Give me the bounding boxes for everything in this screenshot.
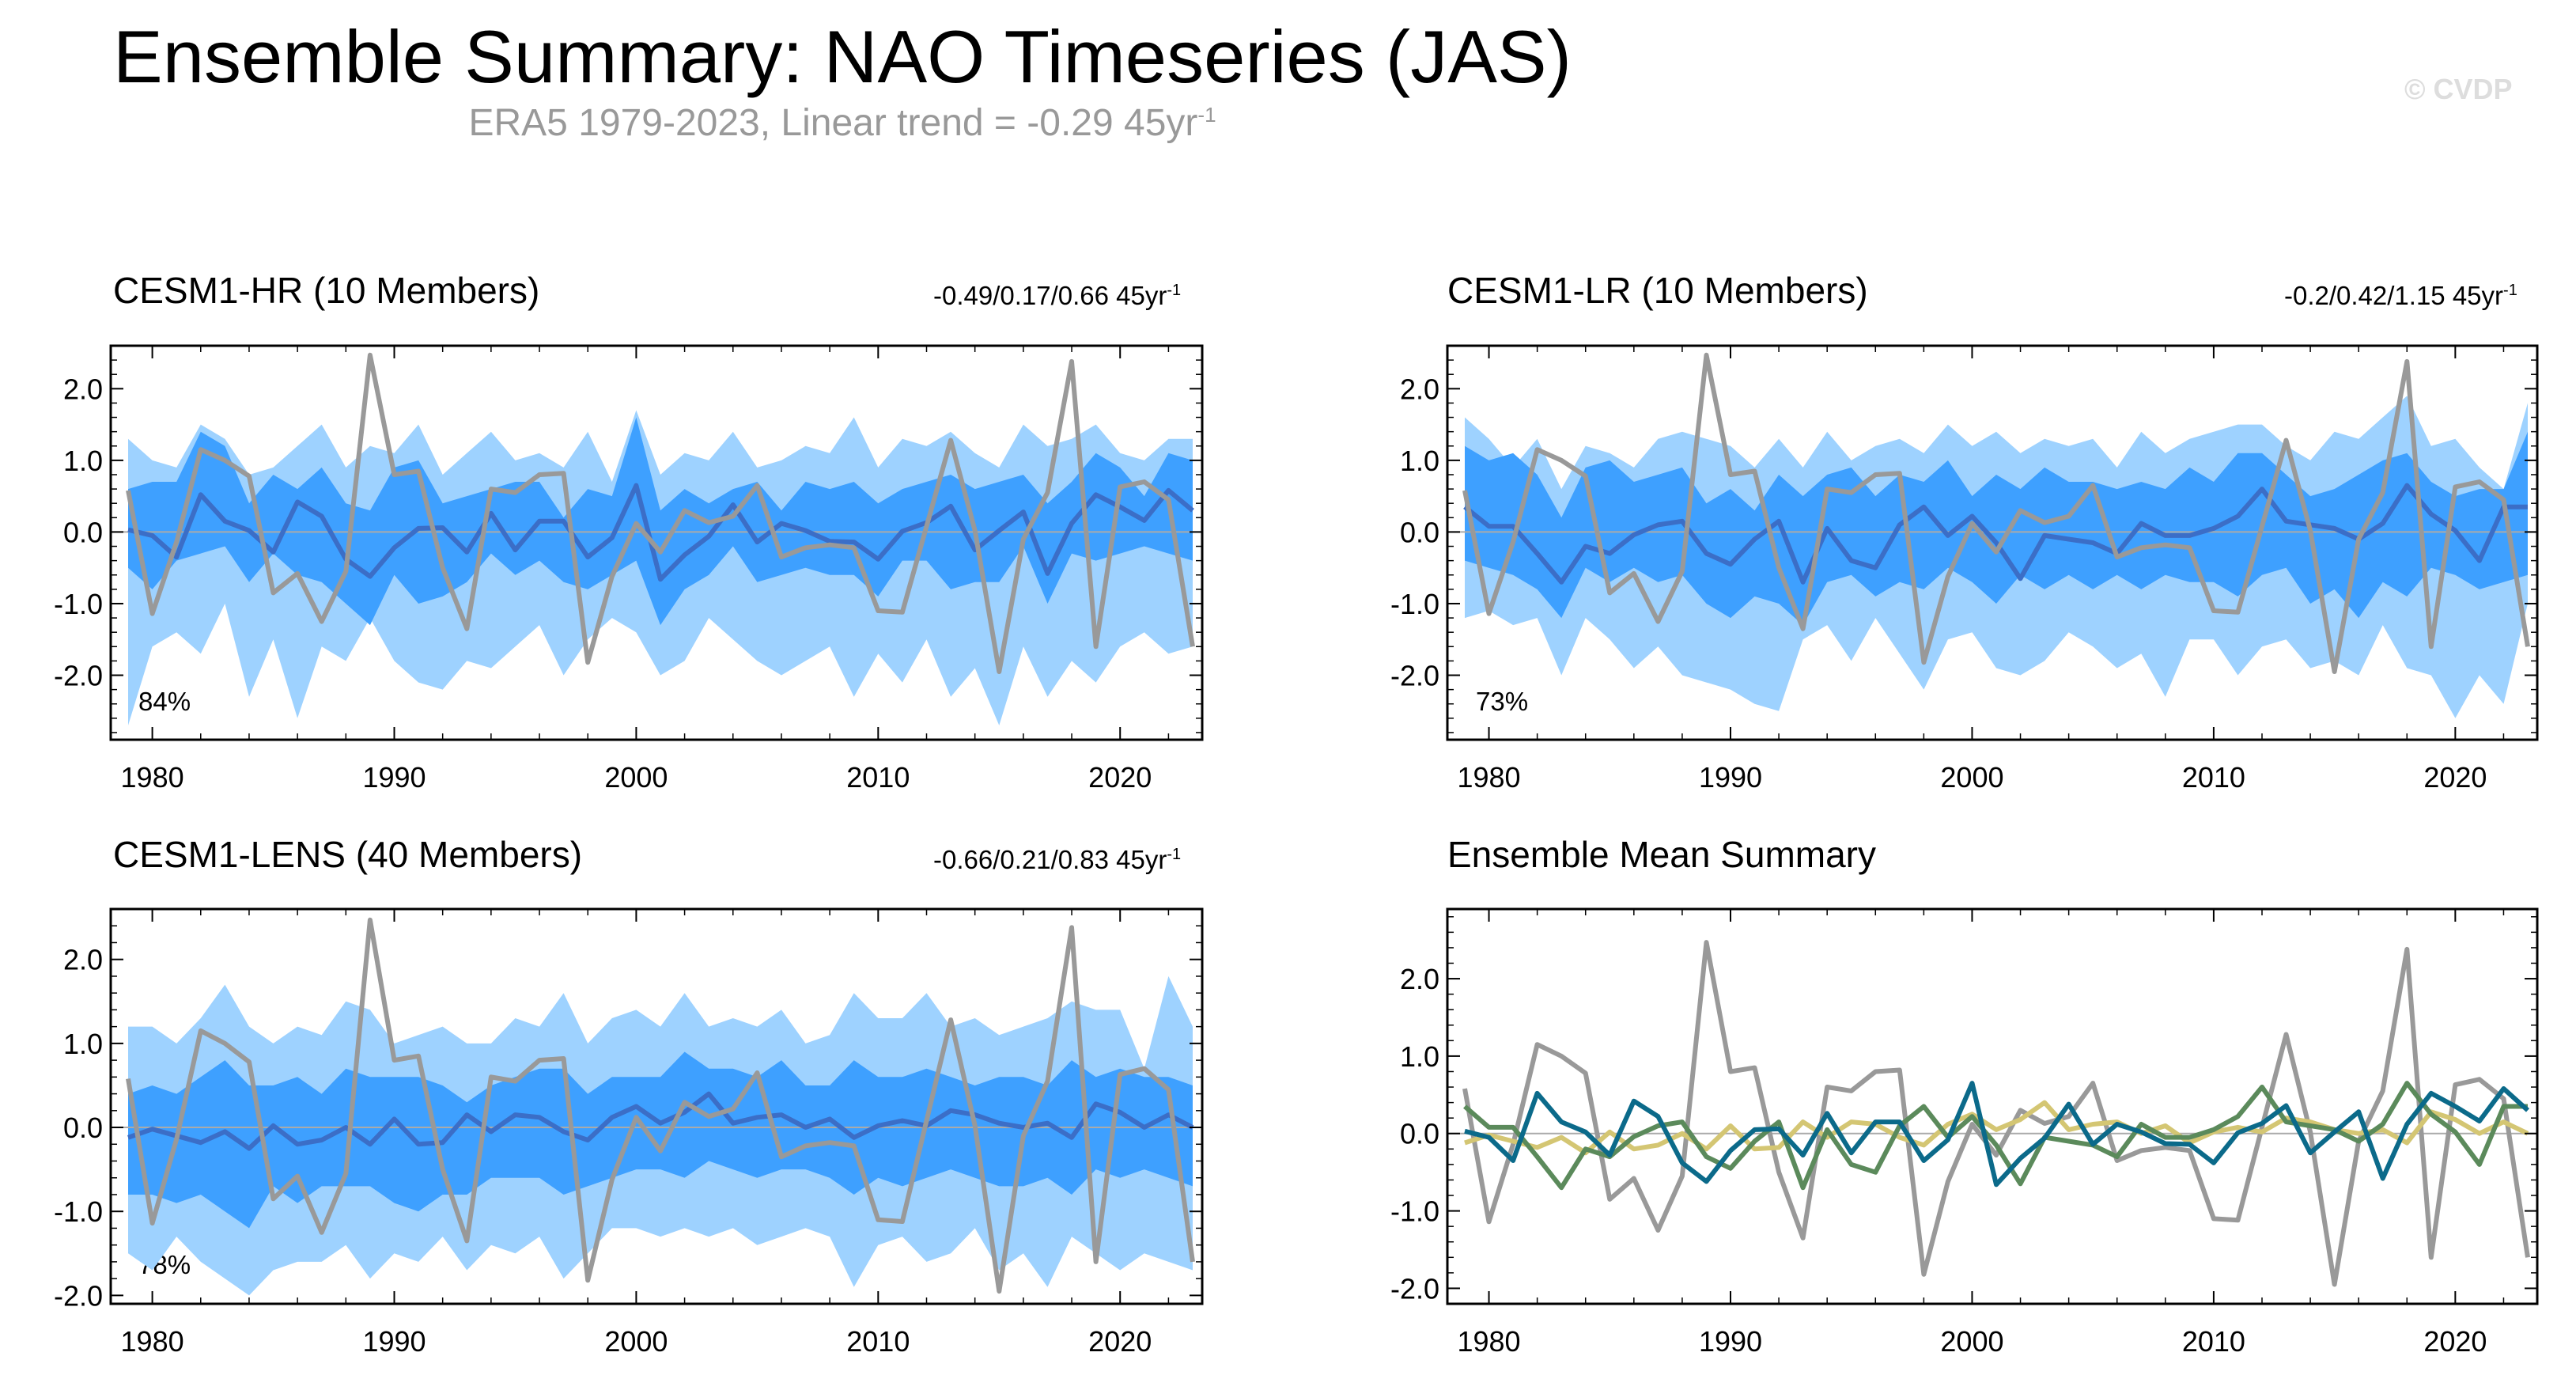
trend-sup-hr: -1 [1167, 282, 1182, 299]
x-tick-label-lens: 2010 [846, 1325, 910, 1358]
panel-trend-lr: -0.2/0.42/1.15 45yr-1 [2284, 281, 2517, 311]
x-tick-label-lr: 2020 [2423, 761, 2487, 794]
watermark: © CVDP [2404, 73, 2513, 105]
panel-trend-lens: -0.66/0.21/0.83 45yr-1 [933, 845, 1181, 875]
y-tick-label-summary: -1.0 [1390, 1195, 1439, 1228]
y-tick-label-hr: 0.0 [63, 516, 103, 548]
series-line-era5-lens [126, 917, 1195, 1294]
x-tick-label-summary: 2020 [2423, 1325, 2487, 1358]
y-tick-label-lr: 1.0 [1400, 445, 1439, 477]
panel-trend-hr: -0.49/0.17/0.66 45yr-1 [933, 281, 1181, 311]
panel-title-lr: CESM1-LR (10 Members) [1447, 270, 1868, 311]
y-tick-label-summary: 1.0 [1400, 1040, 1439, 1073]
x-tick-label-lr: 1990 [1699, 761, 1762, 794]
y-tick-label-lr: -2.0 [1390, 660, 1439, 692]
panel-title-summary: Ensemble Mean Summary [1447, 834, 1876, 875]
band-p10-p90-lens [128, 1051, 1193, 1229]
x-tick-label-hr: 1990 [362, 761, 426, 794]
x-tick-label-hr: 1980 [121, 761, 184, 794]
panel-title-lens: CESM1-LENS (40 Members) [113, 834, 583, 875]
series-line-cesm1-lens-summary [1464, 1100, 2529, 1156]
trend-sup-lens: -1 [1167, 846, 1182, 863]
x-tick-label-hr: 2000 [604, 761, 668, 794]
x-tick-label-hr: 2020 [1088, 761, 1152, 794]
band-p10-p90-lr [1465, 431, 2528, 626]
figure-title: Ensemble Summary: NAO Timeseries (JAS) [113, 15, 1572, 98]
x-tick-label-summary: 2010 [2182, 1325, 2245, 1358]
y-tick-label-lr: -1.0 [1390, 588, 1439, 620]
panel-lens: -2.0 -1.0 0.0 1.0 2.0 1980 1990 2000 2010 2020 [54, 907, 1204, 1358]
plot-frame-hr [109, 344, 1204, 741]
series-line-era5-lr [1462, 352, 2530, 674]
panel-hr: -2.0 -1.0 0.0 1.0 2.0 1980 1990 2000 2010 2020 [54, 344, 1204, 794]
series-line-cesm1-hr-summary [1464, 1081, 2530, 1188]
trend-text-lens: -0.66/0.21/0.83 45yr [933, 845, 1167, 874]
x-tick-label-lens: 1990 [362, 1325, 426, 1358]
x-tick-label-lens: 1980 [121, 1325, 184, 1358]
series-line-cesm1-lr-summary [1463, 1081, 2528, 1191]
x-tick-label-lr: 2010 [2182, 761, 2245, 794]
y-tick-label-summary: 0.0 [1400, 1118, 1439, 1150]
trend-text-lr: -0.2/0.42/1.15 45yr [2284, 281, 2504, 310]
trend-sup-lr: -1 [2503, 282, 2517, 299]
y-tick-label-hr: 1.0 [63, 445, 103, 477]
y-tick-label-lr: 0.0 [1400, 516, 1439, 548]
panel-summary: -2.0 -1.0 0.0 1.0 2.0 1980 1990 2000 2010 2020 [1390, 907, 2539, 1358]
y-tick-label-hr: -2.0 [54, 660, 103, 692]
x-tick-label-lens: 2000 [604, 1325, 668, 1358]
x-tick-label-lr: 2000 [1940, 761, 2003, 794]
x-tick-label-summary: 1990 [1699, 1325, 1762, 1358]
plot-frame-lens [109, 907, 1204, 1305]
x-tick-label-hr: 2010 [846, 761, 910, 794]
percent-label-hr: 84% [138, 687, 191, 716]
panel-title-hr: CESM1-HR (10 Members) [113, 270, 540, 311]
series-line-ensemble-mean-hr [127, 483, 1194, 582]
y-tick-label-lens: -1.0 [54, 1195, 103, 1228]
x-tick-label-lr: 1980 [1457, 761, 1520, 794]
series-line-ensemble-mean-lr [1463, 483, 2528, 585]
y-tick-label-summary: -2.0 [1390, 1272, 1439, 1305]
series-line-ensemble-mean-lens [127, 1091, 1194, 1151]
y-tick-label-lens: 2.0 [63, 944, 103, 976]
figure-subtitle: ERA5 1979-2023, Linear trend = -0.29 45y… [0, 101, 1685, 145]
subtitle-superscript: -1 [1197, 103, 1216, 127]
y-tick-label-hr: -1.0 [54, 588, 103, 620]
y-tick-label-lens: -2.0 [54, 1279, 103, 1312]
plot-frame-lr [1446, 344, 2539, 741]
x-tick-label-lens: 2020 [1088, 1325, 1152, 1358]
x-tick-label-summary: 1980 [1457, 1325, 1520, 1358]
y-tick-label-lr: 2.0 [1400, 373, 1439, 405]
series-line-era5-hr [126, 352, 1195, 674]
y-tick-label-hr: 2.0 [63, 373, 103, 405]
series-line-era5-summary [1462, 940, 2530, 1287]
trend-text-hr: -0.49/0.17/0.66 45yr [933, 281, 1167, 310]
subtitle-text: ERA5 1979-2023, Linear trend = -0.29 45y… [468, 102, 1198, 144]
y-tick-label-lens: 1.0 [63, 1028, 103, 1060]
plot-frame-summary [1446, 907, 2539, 1305]
percent-label-lr: 73% [1476, 687, 1529, 716]
y-tick-label-lens: 0.0 [63, 1112, 103, 1144]
panel-lr: -2.0 -1.0 0.0 1.0 2.0 1980 1990 2000 2010 2020 [1390, 344, 2539, 794]
x-tick-label-summary: 2000 [1940, 1325, 2003, 1358]
y-tick-label-summary: 2.0 [1400, 963, 1439, 995]
